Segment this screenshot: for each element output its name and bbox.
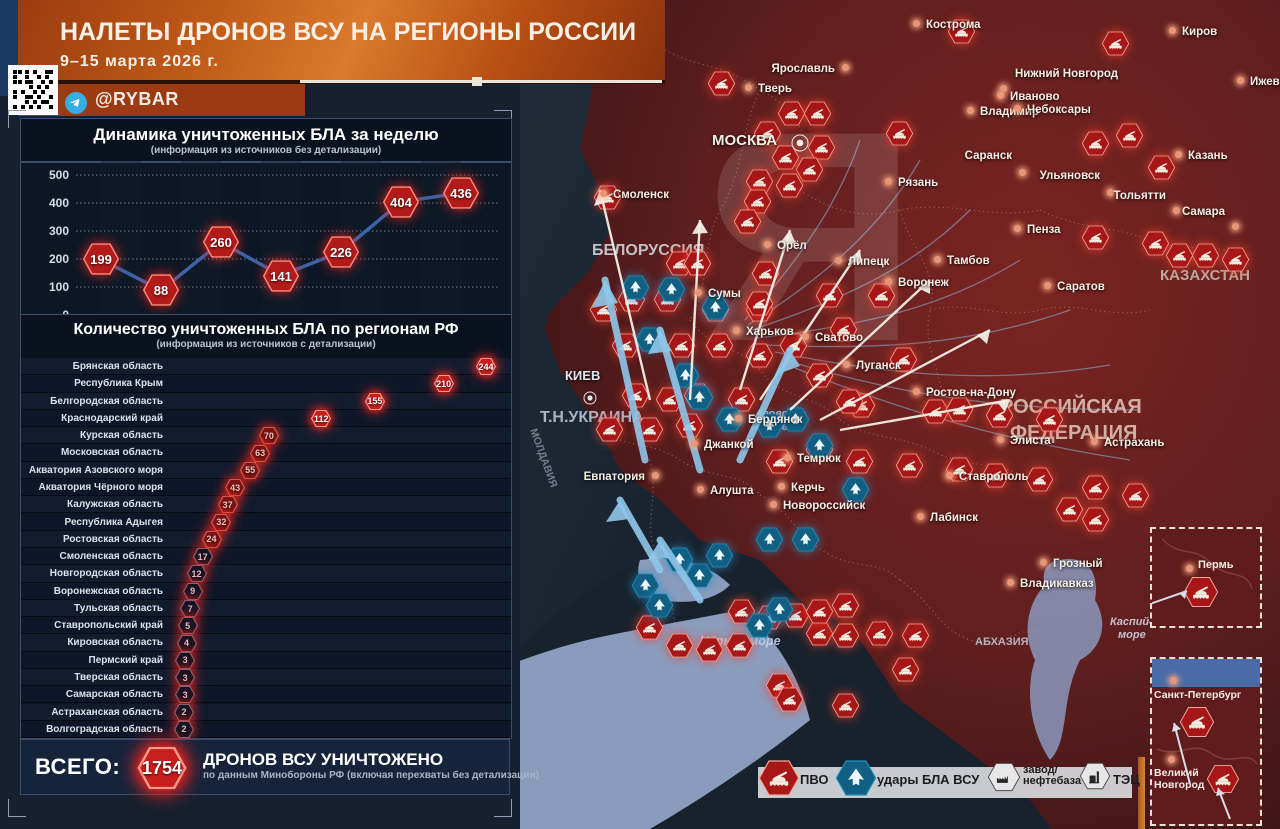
svg-text:300: 300 [49,224,69,238]
svg-text:100: 100 [49,280,69,294]
svg-text:500: 500 [49,168,69,182]
svg-text:200: 200 [49,252,69,266]
svg-text:400: 400 [49,196,69,210]
